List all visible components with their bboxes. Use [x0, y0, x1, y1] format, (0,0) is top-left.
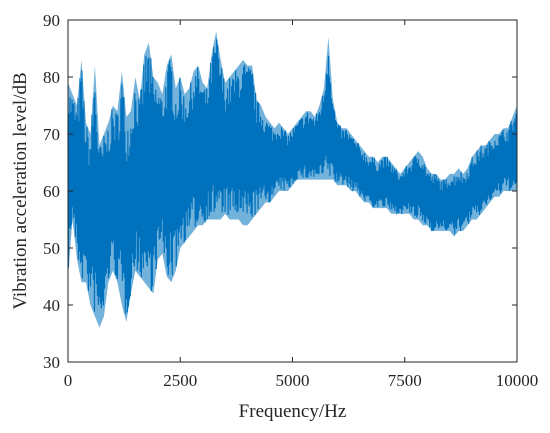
x-axis-label: Frequency/Hz: [239, 401, 347, 422]
x-tick-label: 10000: [496, 371, 539, 390]
y-tick-label: 60: [43, 182, 60, 201]
y-tick-label: 50: [43, 239, 60, 258]
y-tick-label: 40: [43, 296, 60, 315]
y-tick-label: 80: [43, 68, 60, 87]
axes: 0 2500 5000 7500 10000 30 40 50 60 70 80 90: [43, 11, 538, 390]
plot-area: [67, 31, 518, 328]
x-tick-label: 5000: [276, 371, 310, 390]
y-tick-label: 70: [43, 125, 60, 144]
y-tick-label: 30: [43, 353, 60, 372]
y-axis-label: Vibration acceleration level/dB: [10, 72, 31, 309]
x-tick-label: 7500: [388, 371, 422, 390]
x-tick-label: 0: [64, 371, 73, 390]
series-line-0: [67, 39, 518, 314]
y-tick-label: 90: [43, 11, 60, 30]
x-tick-label: 2500: [163, 371, 197, 390]
